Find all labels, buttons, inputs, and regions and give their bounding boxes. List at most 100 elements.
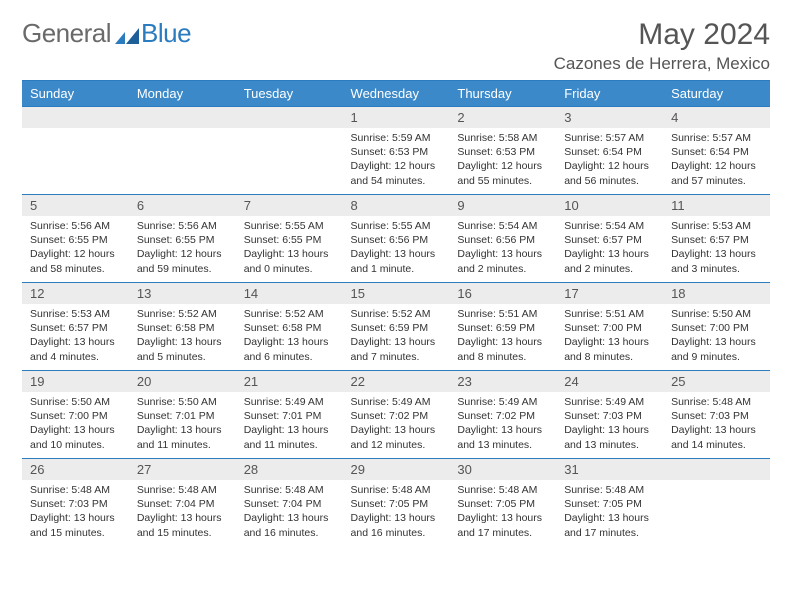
calendar-week: 5Sunrise: 5:56 AMSunset: 6:55 PMDaylight… [22,195,770,283]
day-number: 10 [556,195,663,216]
day-data: Sunrise: 5:55 AMSunset: 6:55 PMDaylight:… [236,216,343,280]
dow-header-sunday: Sunday [22,81,129,107]
dow-header-tuesday: Tuesday [236,81,343,107]
day-number: 20 [129,371,236,392]
calendar-cell: 2Sunrise: 5:58 AMSunset: 6:53 PMDaylight… [449,107,556,195]
day-number-empty [236,107,343,128]
calendar-cell: 22Sunrise: 5:49 AMSunset: 7:02 PMDayligh… [343,371,450,459]
day-number: 26 [22,459,129,480]
day-data: Sunrise: 5:59 AMSunset: 6:53 PMDaylight:… [343,128,450,192]
day-number: 23 [449,371,556,392]
day-number: 22 [343,371,450,392]
day-number: 7 [236,195,343,216]
day-data: Sunrise: 5:52 AMSunset: 6:58 PMDaylight:… [236,304,343,368]
day-data: Sunrise: 5:49 AMSunset: 7:02 PMDaylight:… [449,392,556,456]
day-number: 13 [129,283,236,304]
day-data: Sunrise: 5:52 AMSunset: 6:59 PMDaylight:… [343,304,450,368]
day-data: Sunrise: 5:54 AMSunset: 6:56 PMDaylight:… [449,216,556,280]
day-data: Sunrise: 5:48 AMSunset: 7:05 PMDaylight:… [449,480,556,544]
location-label: Cazones de Herrera, Mexico [554,54,770,74]
day-number: 18 [663,283,770,304]
title-block: May 2024 Cazones de Herrera, Mexico [554,18,770,74]
day-data: Sunrise: 5:53 AMSunset: 6:57 PMDaylight:… [22,304,129,368]
calendar-cell: 28Sunrise: 5:48 AMSunset: 7:04 PMDayligh… [236,459,343,547]
day-number-empty [663,459,770,480]
calendar-cell: 26Sunrise: 5:48 AMSunset: 7:03 PMDayligh… [22,459,129,547]
day-number: 19 [22,371,129,392]
day-data: Sunrise: 5:50 AMSunset: 7:00 PMDaylight:… [663,304,770,368]
day-data: Sunrise: 5:57 AMSunset: 6:54 PMDaylight:… [663,128,770,192]
day-number: 31 [556,459,663,480]
calendar-cell [22,107,129,195]
page-header: General Blue May 2024 Cazones de Herrera… [22,18,770,74]
day-number: 15 [343,283,450,304]
calendar-cell: 8Sunrise: 5:55 AMSunset: 6:56 PMDaylight… [343,195,450,283]
calendar-cell: 30Sunrise: 5:48 AMSunset: 7:05 PMDayligh… [449,459,556,547]
day-data: Sunrise: 5:53 AMSunset: 6:57 PMDaylight:… [663,216,770,280]
day-data: Sunrise: 5:54 AMSunset: 6:57 PMDaylight:… [556,216,663,280]
day-data: Sunrise: 5:56 AMSunset: 6:55 PMDaylight:… [22,216,129,280]
day-data: Sunrise: 5:49 AMSunset: 7:01 PMDaylight:… [236,392,343,456]
calendar-cell [129,107,236,195]
day-data: Sunrise: 5:48 AMSunset: 7:03 PMDaylight:… [663,392,770,456]
calendar-cell: 24Sunrise: 5:49 AMSunset: 7:03 PMDayligh… [556,371,663,459]
calendar-cell: 12Sunrise: 5:53 AMSunset: 6:57 PMDayligh… [22,283,129,371]
day-number: 17 [556,283,663,304]
logo-icon [115,20,139,51]
day-number: 5 [22,195,129,216]
day-number: 3 [556,107,663,128]
day-data: Sunrise: 5:50 AMSunset: 7:01 PMDaylight:… [129,392,236,456]
day-number-empty [22,107,129,128]
calendar-cell: 17Sunrise: 5:51 AMSunset: 7:00 PMDayligh… [556,283,663,371]
day-number: 24 [556,371,663,392]
day-data: Sunrise: 5:49 AMSunset: 7:03 PMDaylight:… [556,392,663,456]
day-data: Sunrise: 5:57 AMSunset: 6:54 PMDaylight:… [556,128,663,192]
day-number: 25 [663,371,770,392]
calendar-cell [663,459,770,547]
calendar-cell: 29Sunrise: 5:48 AMSunset: 7:05 PMDayligh… [343,459,450,547]
calendar-cell: 10Sunrise: 5:54 AMSunset: 6:57 PMDayligh… [556,195,663,283]
day-data: Sunrise: 5:52 AMSunset: 6:58 PMDaylight:… [129,304,236,368]
day-number: 12 [22,283,129,304]
calendar-cell: 20Sunrise: 5:50 AMSunset: 7:01 PMDayligh… [129,371,236,459]
day-data: Sunrise: 5:51 AMSunset: 7:00 PMDaylight:… [556,304,663,368]
calendar-cell: 1Sunrise: 5:59 AMSunset: 6:53 PMDaylight… [343,107,450,195]
day-number: 28 [236,459,343,480]
day-data: Sunrise: 5:49 AMSunset: 7:02 PMDaylight:… [343,392,450,456]
calendar-cell: 3Sunrise: 5:57 AMSunset: 6:54 PMDaylight… [556,107,663,195]
calendar-cell: 14Sunrise: 5:52 AMSunset: 6:58 PMDayligh… [236,283,343,371]
calendar-cell: 11Sunrise: 5:53 AMSunset: 6:57 PMDayligh… [663,195,770,283]
calendar-week: 26Sunrise: 5:48 AMSunset: 7:03 PMDayligh… [22,459,770,547]
calendar-cell: 15Sunrise: 5:52 AMSunset: 6:59 PMDayligh… [343,283,450,371]
day-number: 27 [129,459,236,480]
day-number: 11 [663,195,770,216]
dow-header-monday: Monday [129,81,236,107]
calendar-cell: 9Sunrise: 5:54 AMSunset: 6:56 PMDaylight… [449,195,556,283]
logo-text-blue: Blue [141,18,191,49]
calendar-body: 1Sunrise: 5:59 AMSunset: 6:53 PMDaylight… [22,107,770,547]
dow-header-row: SundayMondayTuesdayWednesdayThursdayFrid… [22,81,770,107]
day-data: Sunrise: 5:51 AMSunset: 6:59 PMDaylight:… [449,304,556,368]
calendar-week: 1Sunrise: 5:59 AMSunset: 6:53 PMDaylight… [22,107,770,195]
day-data: Sunrise: 5:48 AMSunset: 7:03 PMDaylight:… [22,480,129,544]
calendar-cell: 4Sunrise: 5:57 AMSunset: 6:54 PMDaylight… [663,107,770,195]
logo-text-gray: General [22,18,111,49]
day-number: 14 [236,283,343,304]
calendar-table: SundayMondayTuesdayWednesdayThursdayFrid… [22,81,770,547]
day-data: Sunrise: 5:48 AMSunset: 7:04 PMDaylight:… [129,480,236,544]
month-title: May 2024 [554,18,770,52]
day-number: 6 [129,195,236,216]
calendar-cell: 7Sunrise: 5:55 AMSunset: 6:55 PMDaylight… [236,195,343,283]
calendar-week: 12Sunrise: 5:53 AMSunset: 6:57 PMDayligh… [22,283,770,371]
day-number: 29 [343,459,450,480]
calendar-week: 19Sunrise: 5:50 AMSunset: 7:00 PMDayligh… [22,371,770,459]
calendar-cell: 23Sunrise: 5:49 AMSunset: 7:02 PMDayligh… [449,371,556,459]
calendar-cell: 5Sunrise: 5:56 AMSunset: 6:55 PMDaylight… [22,195,129,283]
day-number: 30 [449,459,556,480]
calendar-cell: 21Sunrise: 5:49 AMSunset: 7:01 PMDayligh… [236,371,343,459]
calendar-cell: 19Sunrise: 5:50 AMSunset: 7:00 PMDayligh… [22,371,129,459]
day-number: 2 [449,107,556,128]
day-number: 4 [663,107,770,128]
day-data: Sunrise: 5:48 AMSunset: 7:05 PMDaylight:… [343,480,450,544]
calendar-cell: 18Sunrise: 5:50 AMSunset: 7:00 PMDayligh… [663,283,770,371]
